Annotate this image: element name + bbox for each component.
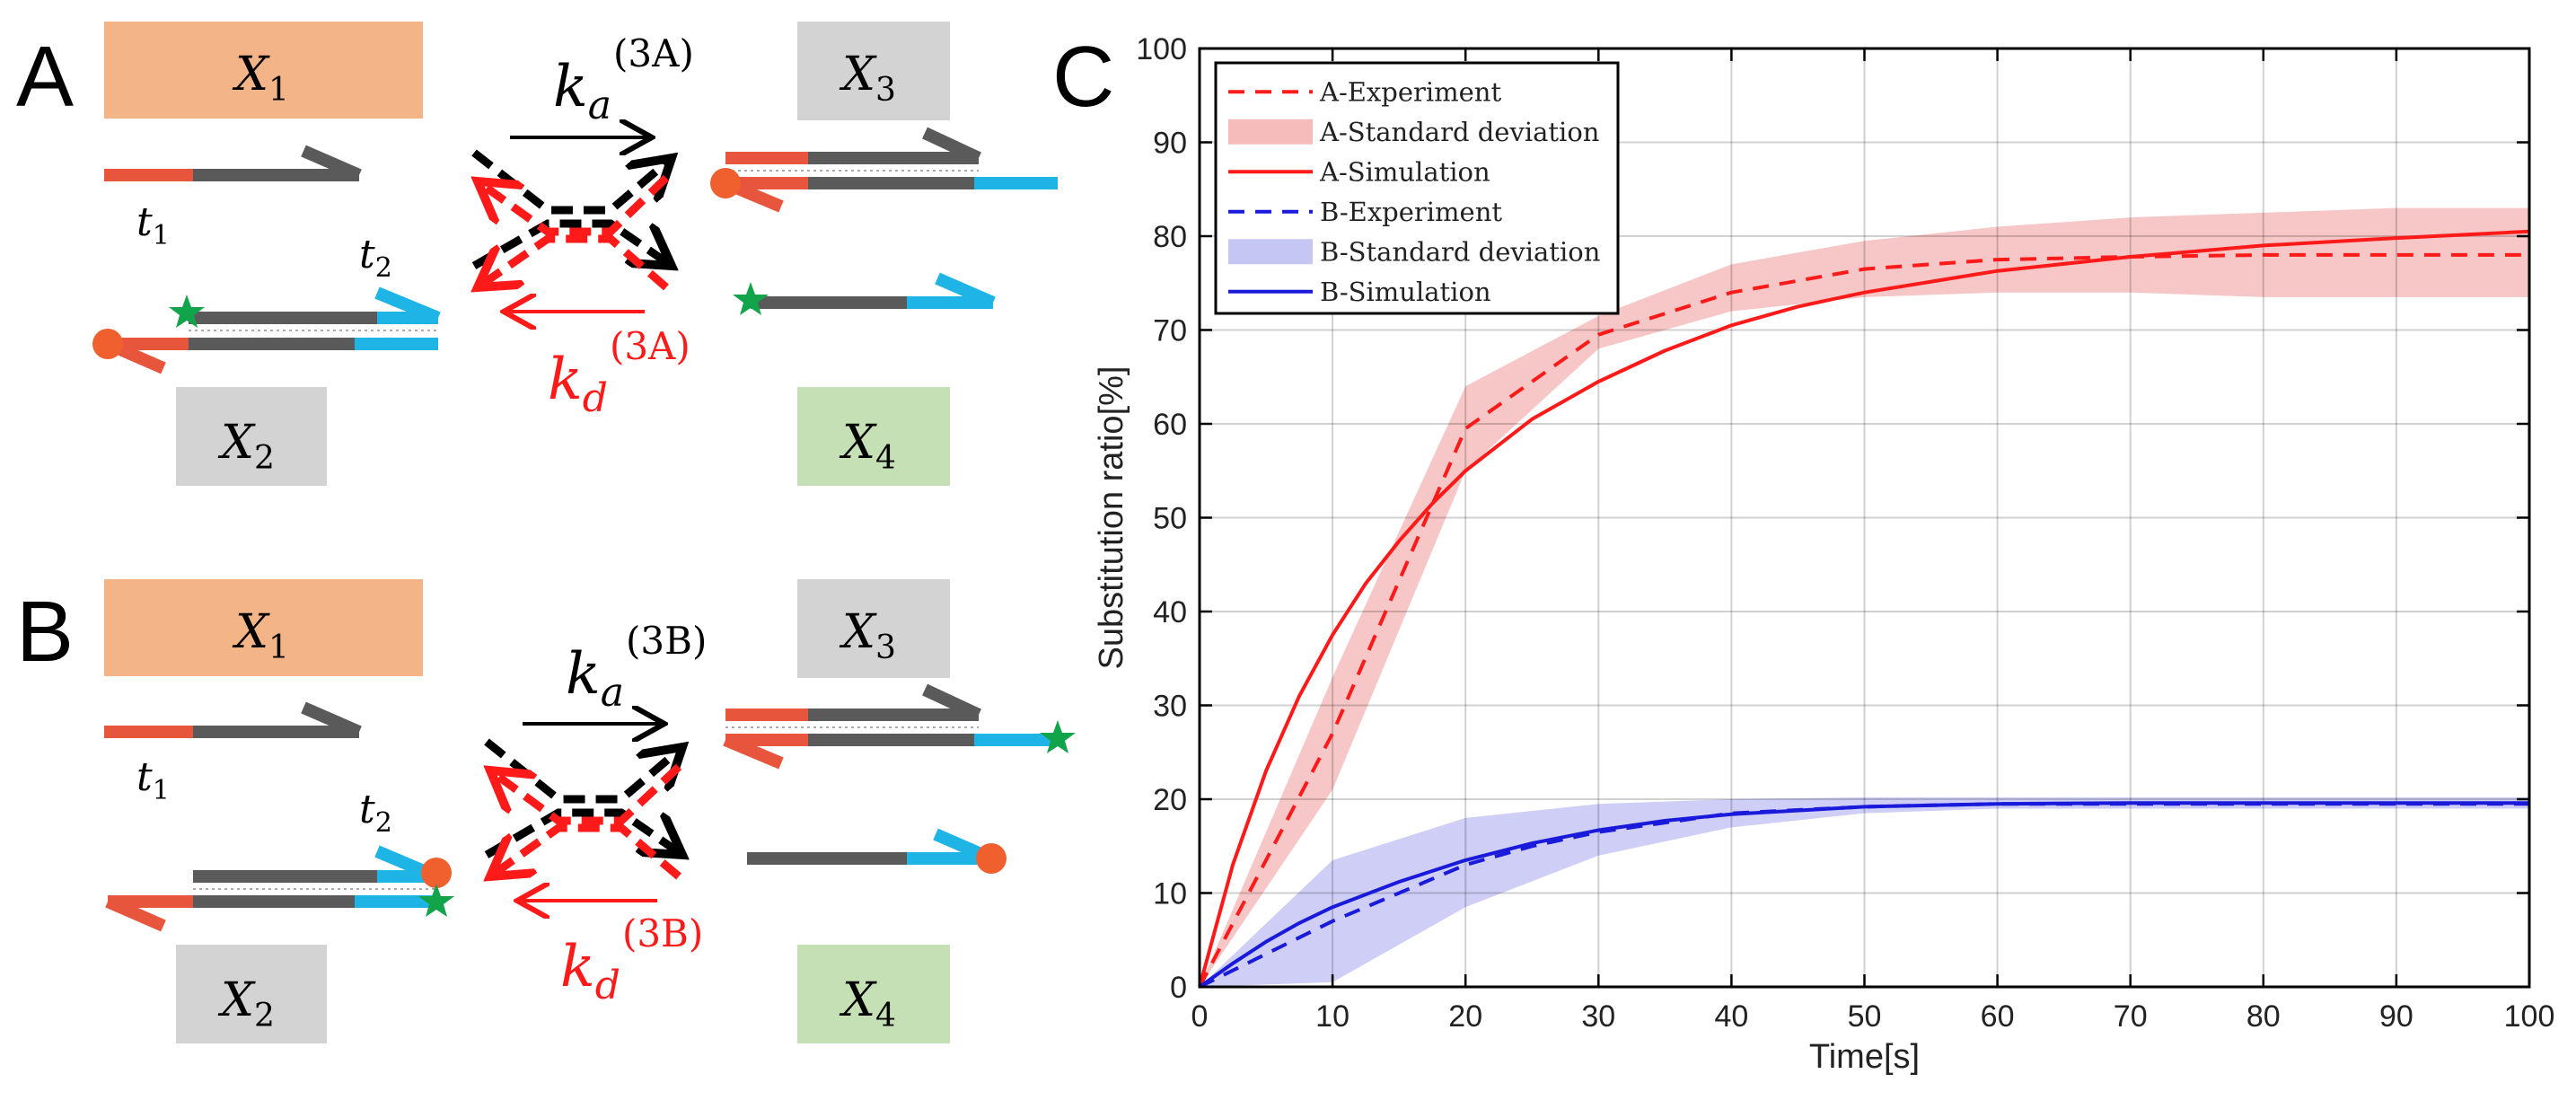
x2-box-b xyxy=(176,945,327,1043)
t1-label-b: t1 xyxy=(136,754,170,806)
panel-b: B X1 t1 t2 X2 xyxy=(16,579,1076,1043)
x1-box-b xyxy=(104,579,423,676)
x4-label-a: X4 xyxy=(839,416,896,477)
legend-label: A-Standard deviation xyxy=(1319,117,1599,147)
legend-label: B-Experiment xyxy=(1320,197,1502,227)
legend-item: B-Standard deviation xyxy=(1228,236,1600,267)
x-tick-label: 20 xyxy=(1448,999,1482,1034)
x1-label-a: X1 xyxy=(232,48,289,109)
x2-duplex-b xyxy=(105,845,454,932)
y-axis-label: Substitution ratio[%] xyxy=(1093,366,1130,670)
quencher-star xyxy=(169,295,205,328)
x1-box-a xyxy=(104,22,423,119)
x2-box-a xyxy=(176,387,327,486)
y-tick-label: 0 xyxy=(1170,971,1187,1005)
x3-box-b xyxy=(797,579,950,678)
x-axis-label: Time[s] xyxy=(1809,1038,1920,1076)
y-tick-label: 50 xyxy=(1153,502,1187,536)
legend-item: A-Experiment xyxy=(1228,76,1501,107)
band-a-standard-deviation xyxy=(1200,207,2529,987)
legend-label: A-Simulation xyxy=(1319,156,1490,187)
x1-strand-b xyxy=(104,701,362,738)
y-tick-label: 10 xyxy=(1153,877,1187,911)
panel-a: A X1 t1 t2 X2 xyxy=(16,22,1058,486)
x3-label-a: X3 xyxy=(839,48,896,109)
legend-swatch xyxy=(1228,239,1313,265)
panel-c: C 0 10 20 30 40 50 60 70 80 90 100 0 10 20 30 40 50 60 70 8… xyxy=(1052,29,2554,1076)
series-b-simulation xyxy=(1200,801,2529,987)
x3-label-b: X3 xyxy=(839,605,896,666)
x-tick-label: 80 xyxy=(2246,999,2281,1034)
panel-b-letter: B xyxy=(16,584,74,680)
x2-duplex-a xyxy=(92,286,441,374)
x2-label-b: X2 xyxy=(217,973,275,1034)
x4-box-a xyxy=(797,387,950,486)
y-tick-label: 70 xyxy=(1153,314,1187,348)
x-tick-label: 10 xyxy=(1315,999,1350,1034)
legend-label: A-Experiment xyxy=(1319,76,1501,107)
y-tick-label: 40 xyxy=(1153,595,1187,629)
legend: A-Experiment A-Standard deviation A-Simula… xyxy=(1214,61,1620,315)
x4-box-b xyxy=(797,945,950,1043)
x3-duplex-b xyxy=(723,683,1076,770)
kd-label-a: kd(3A) xyxy=(548,324,690,421)
ka-label-b: ka(3B) xyxy=(566,619,707,716)
x-tick-label: 90 xyxy=(2379,999,2413,1034)
legend-item: A-Standard deviation xyxy=(1228,117,1599,147)
line-chart: 0 10 20 30 40 50 60 70 80 90 100 0 10 20 30 40 50 60 70 80 9… xyxy=(1093,32,2554,1076)
x-tick-label: 30 xyxy=(1581,999,1615,1034)
legend-label: B-Simulation xyxy=(1320,277,1491,307)
legend-label: B-Standard deviation xyxy=(1320,236,1600,267)
x-tick-label: 0 xyxy=(1191,999,1209,1034)
y-tick-label: 80 xyxy=(1153,220,1187,254)
t2-label-b: t2 xyxy=(359,787,392,839)
panel-c-letter: C xyxy=(1052,29,1114,125)
fluorophore-dot xyxy=(92,329,123,359)
legend-item: B-Simulation xyxy=(1228,277,1491,307)
y-tick-label: 100 xyxy=(1136,32,1187,66)
series-a-simulation xyxy=(1200,229,2529,987)
x4-label-b: X4 xyxy=(839,973,896,1034)
x-tick-label: 40 xyxy=(1714,999,1748,1034)
x-tick-label: 70 xyxy=(2114,999,2148,1034)
x3-duplex-a xyxy=(710,127,1058,213)
x3-box-a xyxy=(797,22,950,120)
legend-item: A-Simulation xyxy=(1228,156,1490,187)
x-tick-label: 100 xyxy=(2504,999,2555,1034)
x1-label-b: X1 xyxy=(232,605,289,666)
series-a-experiment xyxy=(1200,252,2529,987)
series-b-experiment xyxy=(1200,802,2529,987)
x4-strand-b xyxy=(747,828,1007,874)
panel-a-letter: A xyxy=(16,29,74,125)
legend-item: B-Experiment xyxy=(1228,197,1502,227)
x-tick-label: 60 xyxy=(1981,999,2015,1034)
x-tick-label: 50 xyxy=(1848,999,1882,1034)
ka-label-a: ka(3A) xyxy=(553,31,694,128)
y-tick-label: 20 xyxy=(1153,783,1187,817)
t1-label-a: t1 xyxy=(136,199,170,251)
y-tick-label: 30 xyxy=(1153,690,1187,724)
plot-lines xyxy=(1200,229,2529,987)
x1-strand-a xyxy=(104,145,362,181)
t2-label-a: t2 xyxy=(359,232,392,284)
reaction-arrows-b xyxy=(487,724,682,901)
legend-box xyxy=(1214,61,1620,315)
y-tick-label: 90 xyxy=(1153,127,1187,161)
y-tick-label: 60 xyxy=(1153,408,1187,442)
x2-label-a: X2 xyxy=(217,416,275,477)
reaction-arrows-a xyxy=(474,137,672,312)
legend-swatch xyxy=(1228,119,1313,145)
x4-strand-a xyxy=(733,272,996,315)
kd-label-b: kd(3B) xyxy=(560,911,703,1008)
